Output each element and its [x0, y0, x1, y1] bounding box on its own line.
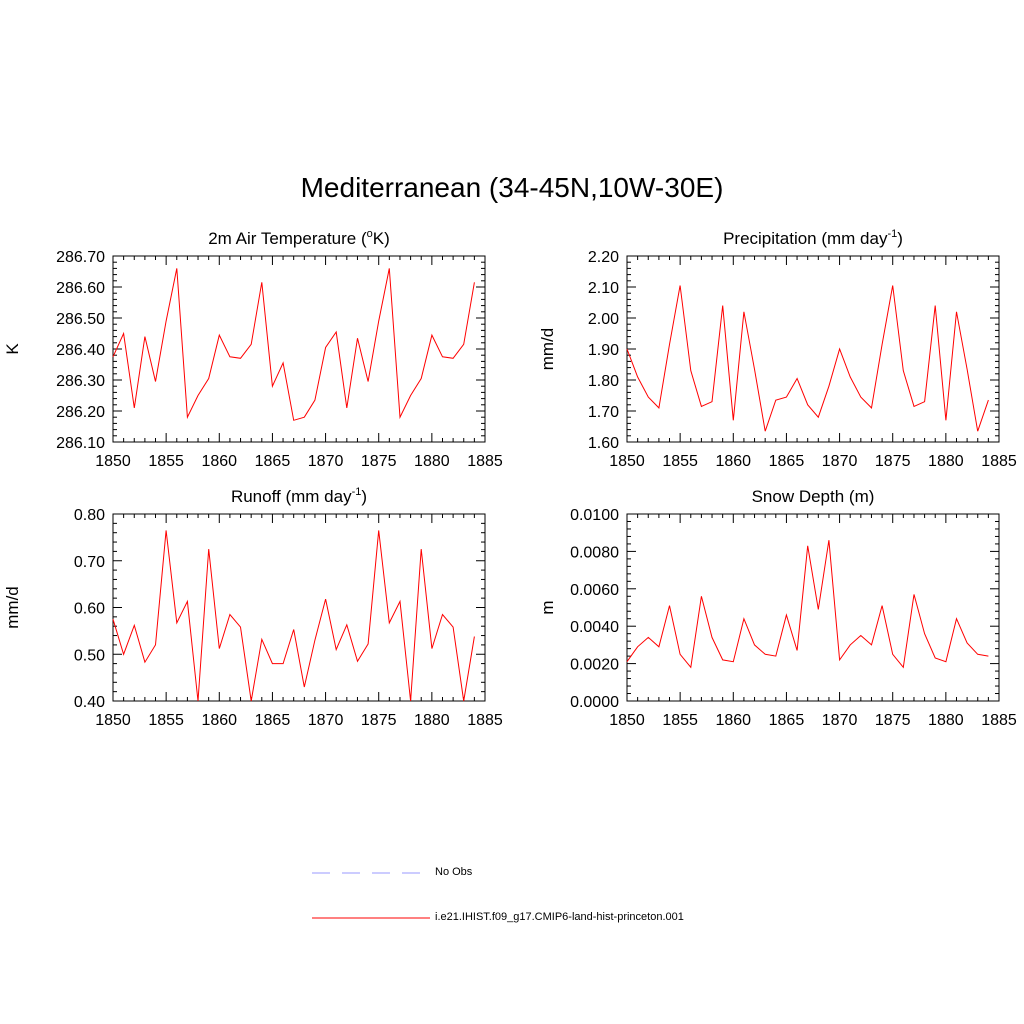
plot-frame [112, 255, 486, 443]
main-title: Mediterranean (34-45N,10W-30E) [300, 172, 724, 203]
y-tick-label: 286.10 [56, 435, 105, 452]
y-axis-label: m [538, 600, 557, 614]
y-tick-label: 1.80 [588, 373, 619, 390]
x-tick-label: 1860 [201, 712, 237, 729]
x-tick-label: 1870 [308, 453, 344, 470]
x-tick-label: 1880 [928, 712, 964, 729]
x-tick-label: 1855 [662, 453, 698, 470]
y-tick-label: 0.0080 [570, 544, 619, 561]
panel-title: 2m Air Temperature (oK) [208, 228, 390, 248]
y-tick-label: 286.60 [56, 280, 105, 297]
panel-3: 1850 1855 1860 1865 1870 1875 1880 1885 0.40 0.50… [3, 486, 503, 729]
y-tick-label: 286.40 [56, 342, 105, 359]
x-tick-label: 1870 [822, 712, 858, 729]
x-tick-label: 1850 [95, 453, 131, 470]
x-tick-label: 1855 [148, 712, 184, 729]
x-tick-label: 1860 [715, 712, 751, 729]
y-tick-label: 286.70 [56, 249, 105, 266]
series-line [112, 530, 475, 702]
y-tick-label: 0.60 [74, 601, 105, 618]
x-tick-label: 1870 [822, 453, 858, 470]
x-tick-label: 1885 [981, 453, 1017, 470]
x-tick-label: 1875 [361, 712, 397, 729]
x-tick-label: 1855 [662, 712, 698, 729]
x-tick-label: 1865 [255, 712, 291, 729]
panel-title: Snow Depth (m) [752, 487, 875, 506]
panel-title: Precipitation (mm day-1) [723, 228, 903, 248]
y-tick-label: 2.10 [588, 280, 619, 297]
panel-title: Runoff (mm day-1) [231, 486, 367, 506]
panel-2: 1850 1855 1860 1865 1870 1875 1880 1885 1.60 1.70… [538, 228, 1017, 470]
x-tick-label: 1860 [201, 453, 237, 470]
x-tick-label: 1875 [875, 453, 911, 470]
y-tick-label: 0.0060 [570, 582, 619, 599]
y-tick-label: 0.0040 [570, 619, 619, 636]
y-tick-label: 2.00 [588, 311, 619, 328]
x-tick-label: 1875 [361, 453, 397, 470]
y-tick-label: 0.70 [74, 554, 105, 571]
y-tick-label: 0.0020 [570, 657, 619, 674]
y-tick-label: 0.50 [74, 647, 105, 664]
x-tick-label: 1865 [769, 712, 805, 729]
x-tick-label: 1880 [928, 453, 964, 470]
y-axis-label: mm/d [3, 586, 22, 629]
plot-frame [112, 513, 486, 702]
y-axis-label: K [3, 343, 22, 355]
y-tick-label: 1.90 [588, 342, 619, 359]
y-tick-label: 0.0000 [570, 694, 619, 711]
x-tick-label: 1855 [148, 453, 184, 470]
legend-obs-label: No Obs [435, 866, 473, 878]
plot-frame [626, 513, 1000, 702]
x-tick-label: 1880 [414, 453, 450, 470]
y-tick-label: 1.60 [588, 435, 619, 452]
y-tick-label: 286.20 [56, 404, 105, 421]
y-tick-label: 286.50 [56, 311, 105, 328]
y-tick-label: 0.40 [74, 694, 105, 711]
y-tick-label: 0.0100 [570, 507, 619, 524]
legend-model-label: i.e21.IHIST.f09_g17.CMIP6-land-hist-prin… [435, 911, 684, 923]
x-tick-label: 1880 [414, 712, 450, 729]
y-tick-label: 286.30 [56, 373, 105, 390]
series-line [626, 285, 989, 432]
plot-frame [626, 255, 1000, 443]
y-tick-label: 2.20 [588, 249, 619, 266]
x-tick-label: 1860 [715, 453, 751, 470]
x-tick-label: 1850 [95, 712, 131, 729]
y-tick-label: 1.70 [588, 404, 619, 421]
x-tick-label: 1865 [255, 453, 291, 470]
y-axis-label: mm/d [538, 328, 557, 371]
x-tick-label: 1885 [467, 712, 503, 729]
x-tick-label: 1850 [609, 712, 645, 729]
x-tick-label: 1865 [769, 453, 805, 470]
panel-4: 1850 1855 1860 1865 1870 1875 1880 1885 0.0000 0.… [538, 487, 1017, 729]
x-tick-label: 1850 [609, 453, 645, 470]
y-tick-label: 0.80 [74, 507, 105, 524]
series-line [112, 268, 475, 421]
x-tick-label: 1870 [308, 712, 344, 729]
x-tick-label: 1875 [875, 712, 911, 729]
x-tick-label: 1885 [467, 453, 503, 470]
series-line [626, 540, 989, 669]
x-tick-label: 1885 [981, 712, 1017, 729]
panel-1: 1850 1855 1860 1865 1870 1875 1880 1885 286.10 28… [3, 228, 503, 470]
